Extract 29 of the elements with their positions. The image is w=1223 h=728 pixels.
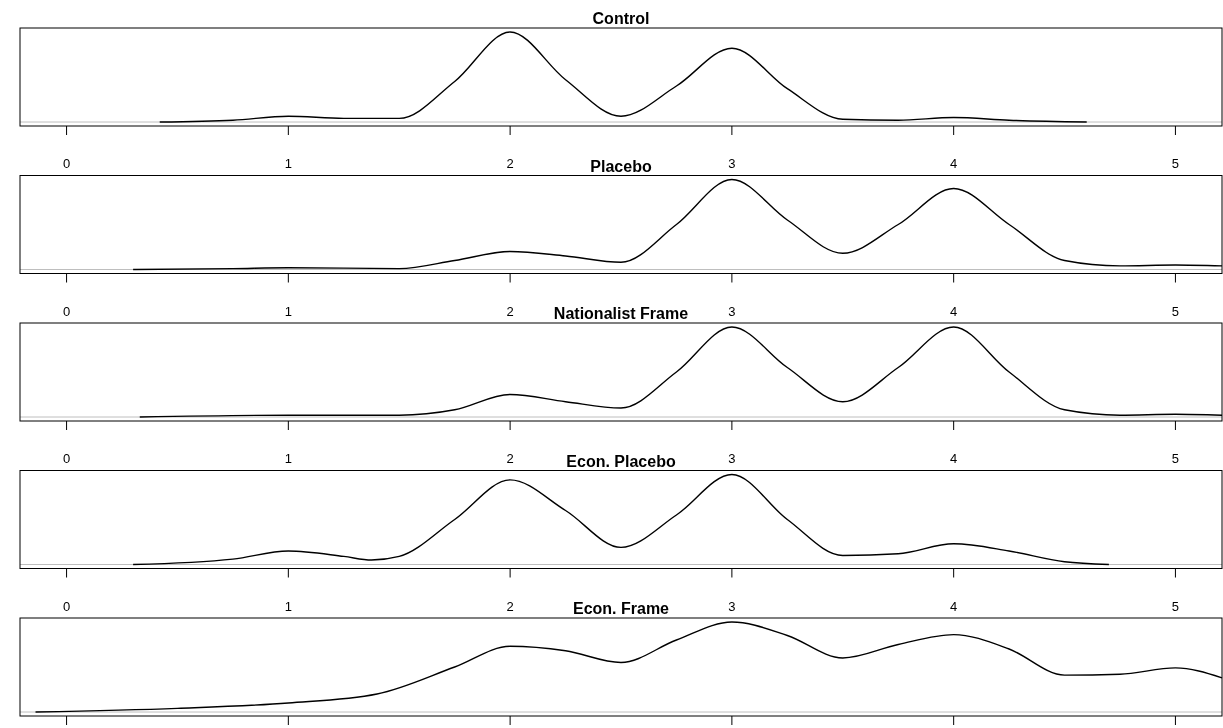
x-tick-label: 1: [284, 303, 292, 319]
x-tick-label: 2: [506, 303, 514, 319]
x-tick-label: 5: [1171, 156, 1180, 171]
chart-title: Econ. Frame: [572, 600, 670, 617]
x-tick-label: 1: [284, 156, 292, 171]
x-tick-label: 0: [62, 451, 71, 466]
chart-title: Nationalist Frame: [553, 305, 689, 322]
x-tick-label: 0: [62, 303, 71, 319]
x-tick-label: 1: [284, 451, 292, 466]
chart-title: Placebo: [590, 157, 652, 175]
x-tick-label: 3: [728, 303, 736, 319]
chart-title: Econ. Placebo: [566, 452, 676, 470]
x-tick-label: 3: [728, 156, 736, 171]
x-tick-label: 4: [950, 303, 958, 319]
x-tick-label: 4: [950, 156, 958, 171]
x-tick-label: 4: [950, 598, 958, 614]
x-tick-label: 1: [284, 598, 292, 614]
x-tick-label: 3: [728, 598, 736, 614]
x-tick-label: 5: [1171, 598, 1180, 614]
x-tick-label: 2: [506, 451, 514, 466]
x-tick-label: 5: [1171, 303, 1180, 319]
x-tick-label: 2: [506, 598, 514, 614]
x-tick-label: 4: [950, 451, 958, 466]
x-tick-label: 0: [62, 156, 71, 171]
x-tick-label: 2: [506, 156, 514, 171]
x-tick-label: 5: [1171, 451, 1180, 466]
chart-title: Control: [592, 10, 650, 27]
x-tick-label: 3: [728, 451, 736, 466]
x-tick-label: 0: [62, 598, 71, 614]
